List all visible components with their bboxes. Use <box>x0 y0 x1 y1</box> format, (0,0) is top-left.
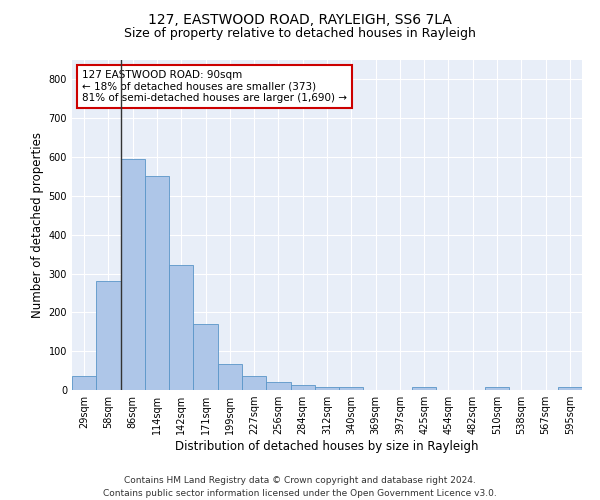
Text: Size of property relative to detached houses in Rayleigh: Size of property relative to detached ho… <box>124 28 476 40</box>
Bar <box>169 264 193 390</box>
Bar <box>242 376 266 390</box>
Bar <box>145 176 169 390</box>
Bar <box>485 387 509 390</box>
Y-axis label: Number of detached properties: Number of detached properties <box>31 132 44 318</box>
Bar <box>558 387 582 390</box>
Text: 127 EASTWOOD ROAD: 90sqm
← 18% of detached houses are smaller (373)
81% of semi-: 127 EASTWOOD ROAD: 90sqm ← 18% of detach… <box>82 70 347 103</box>
Bar <box>339 387 364 390</box>
Text: 127, EASTWOOD ROAD, RAYLEIGH, SS6 7LA: 127, EASTWOOD ROAD, RAYLEIGH, SS6 7LA <box>148 12 452 26</box>
Bar <box>266 382 290 390</box>
Text: Contains HM Land Registry data © Crown copyright and database right 2024.
Contai: Contains HM Land Registry data © Crown c… <box>103 476 497 498</box>
Bar <box>315 387 339 390</box>
Bar <box>121 159 145 390</box>
Bar <box>96 282 121 390</box>
Bar <box>193 324 218 390</box>
X-axis label: Distribution of detached houses by size in Rayleigh: Distribution of detached houses by size … <box>175 440 479 453</box>
Bar <box>218 364 242 390</box>
Bar <box>290 386 315 390</box>
Bar <box>412 387 436 390</box>
Bar <box>72 376 96 390</box>
